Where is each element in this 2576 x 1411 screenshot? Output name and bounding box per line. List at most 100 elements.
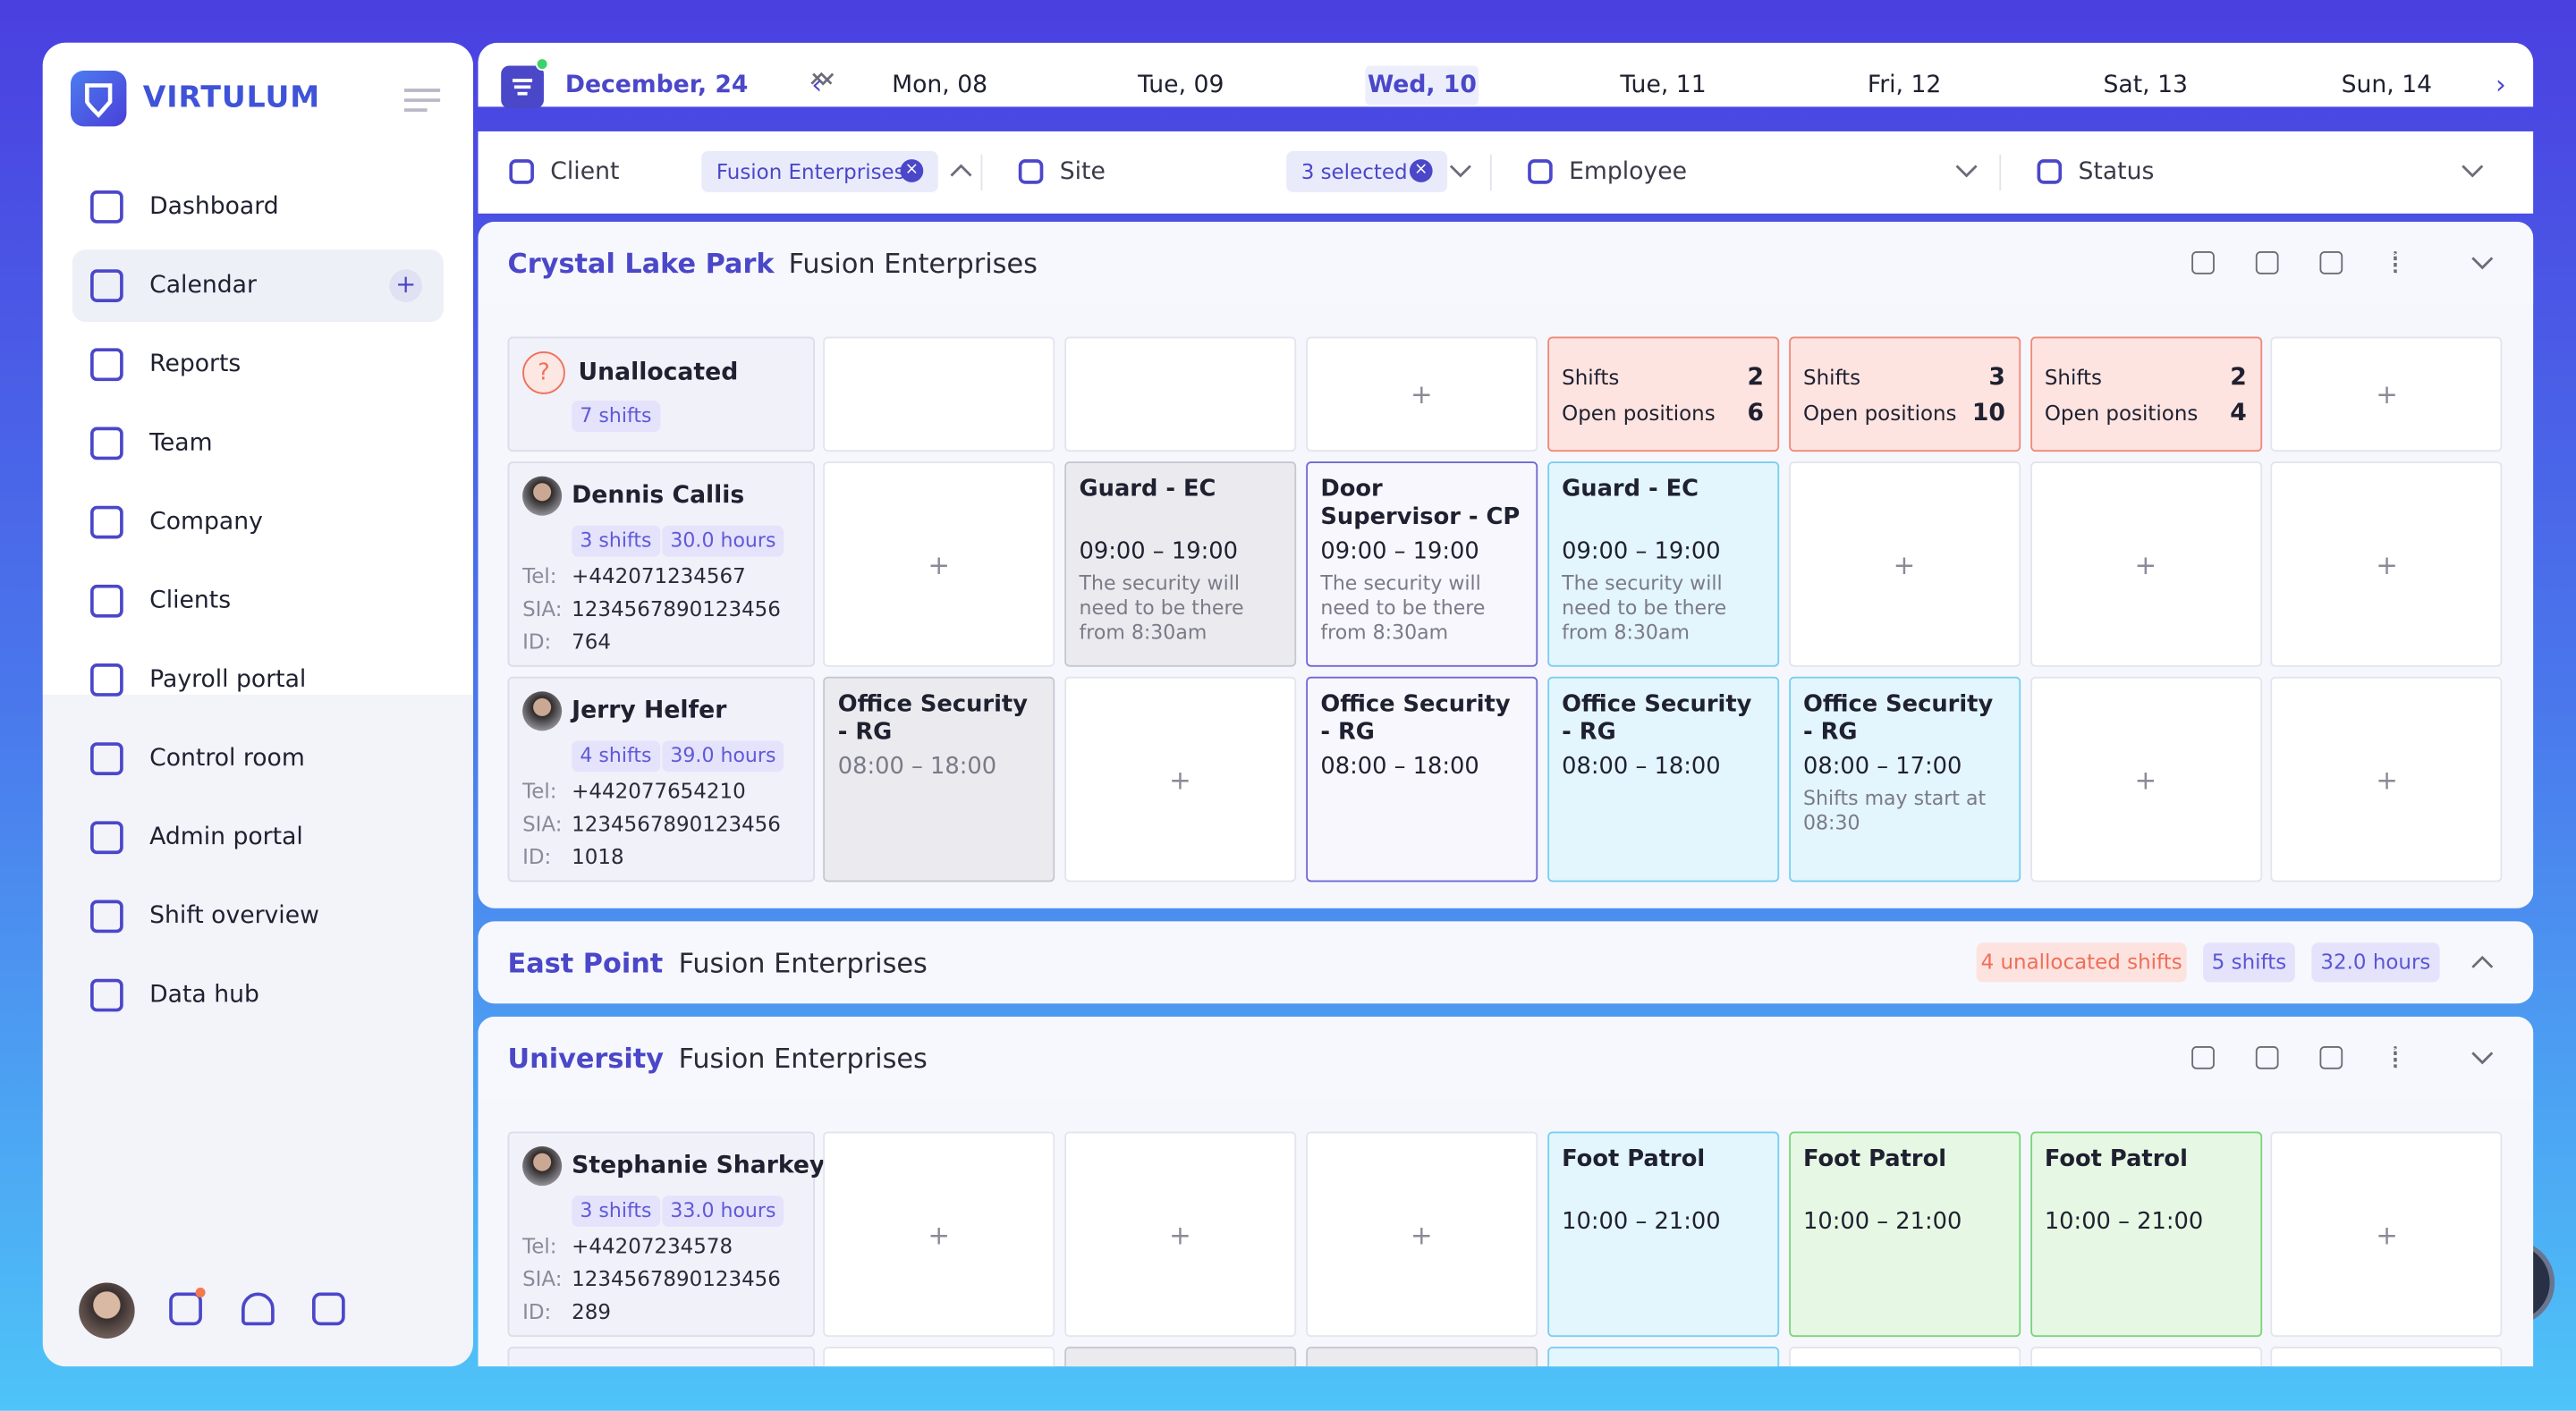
nav-item[interactable]: Company [149, 509, 263, 536]
day-cell[interactable]: + [2271, 336, 2504, 452]
filter-chip[interactable]: Fusion Enterprises × [701, 150, 938, 192]
chevron[interactable] [950, 163, 973, 179]
shift-card[interactable]: Office Security - RG 08:00 – 18:00 [1546, 676, 1779, 883]
next[interactable]: › [2496, 69, 2506, 101]
day-cell[interactable]: + [1305, 336, 1538, 452]
add-shift[interactable]: + [1169, 1218, 1191, 1250]
day-cell[interactable]: + [1064, 1131, 1296, 1338]
shift-card[interactable]: Door Supervisor - CP 09:00 – 19:00 The sec… [1305, 461, 1538, 667]
day-cell[interactable] [2271, 1347, 2504, 1367]
sia-value: 1234567890123456 [572, 811, 781, 836]
add-shift[interactable]: + [1169, 764, 1191, 795]
chevron[interactable] [2470, 1050, 2494, 1066]
day-label[interactable]: Sat, 13 [2103, 72, 2189, 99]
summary-cell[interactable]: Shifts 2 Open positions 4 [2029, 336, 2262, 452]
chevron[interactable] [1955, 163, 1979, 179]
add-shift[interactable]: + [2376, 378, 2398, 410]
add-shift[interactable]: + [2376, 548, 2398, 580]
day-cell[interactable] [1788, 1347, 2021, 1367]
nav-item[interactable]: Calendar [149, 272, 257, 300]
nav-item[interactable]: Data hub [149, 982, 259, 1009]
sia-value: 1234567890123456 [572, 1266, 781, 1291]
employee-name[interactable]: Jerry Helfer [572, 697, 727, 725]
nav-add[interactable]: + [389, 269, 423, 302]
shift-card[interactable]: Foot Patrol 10:00 – 21:00 [1546, 1131, 1779, 1338]
day-cell[interactable] [1064, 1347, 1296, 1367]
day-cell[interactable]: + [823, 461, 1055, 667]
menu-toggle[interactable] [403, 87, 441, 113]
add-shift[interactable]: + [2134, 548, 2157, 580]
employee-name[interactable]: Dennis Callis [572, 483, 745, 510]
day-cell[interactable]: + [2029, 461, 2262, 667]
summary-cell[interactable]: Shifts 2 Open positions 6 [1546, 336, 1779, 452]
day-cell[interactable]: + [2271, 1131, 2504, 1338]
shift-card[interactable]: Office Security - RG 08:00 – 17:00 Shifts … [1788, 676, 2021, 883]
chevron[interactable] [2470, 954, 2494, 970]
chip-remove[interactable]: × [900, 159, 924, 182]
day-cell[interactable] [823, 1347, 1055, 1367]
filter-label: Client [550, 159, 620, 186]
shift-card[interactable]: Office Security - RG 08:00 – 18:00 [823, 676, 1055, 883]
prev[interactable]: ‹ [811, 69, 823, 101]
shift-count: 3 shifts [572, 1196, 660, 1228]
day-label[interactable]: Wed, 10 [1367, 72, 1477, 99]
add-shift[interactable]: + [928, 1218, 951, 1250]
day-cell[interactable] [1305, 1347, 1538, 1367]
day-cell[interactable]: + [2271, 461, 2504, 667]
day-cell[interactable]: + [2271, 676, 2504, 883]
month-picker[interactable]: December, 24 [564, 72, 749, 99]
shift-card[interactable]: Guard - EC 09:00 – 19:00 The security will… [1546, 461, 1779, 667]
day-label[interactable]: Mon, 08 [892, 72, 988, 99]
add-shift[interactable]: + [1411, 378, 1433, 410]
day-cell[interactable]: + [823, 1131, 1055, 1338]
add-shift[interactable]: + [2376, 1218, 2398, 1250]
employee-name[interactable]: Stephanie Sharkey [572, 1153, 826, 1179]
add-action [2255, 251, 2279, 275]
shift-card[interactable]: Guard - EC 09:00 – 19:00 The security will… [1064, 461, 1296, 667]
day-cell[interactable]: + [1788, 461, 2021, 667]
row-head: ? Unallocated 7 shifts [507, 336, 816, 452]
day-cell[interactable]: + [2029, 676, 2262, 883]
nav-item[interactable]: Control room [149, 745, 305, 773]
nav-item[interactable]: Admin portal [149, 824, 303, 851]
day-label[interactable]: Tue, 11 [1620, 72, 1707, 99]
shift-card[interactable]: Office Security - RG 08:00 – 18:00 [1305, 676, 1538, 883]
day-cell[interactable]: + [1064, 676, 1296, 883]
shift-card[interactable]: Foot Patrol 10:00 – 21:00 [2029, 1131, 2262, 1338]
chevron[interactable] [2461, 163, 2484, 179]
nav-item[interactable]: Shift overview [149, 903, 319, 930]
day-cell[interactable]: + [1305, 1131, 1538, 1338]
add-shift[interactable]: + [1411, 1218, 1433, 1250]
site-name[interactable]: University [507, 1043, 665, 1075]
day-cell[interactable] [2029, 1347, 2262, 1367]
filter-chip[interactable]: 3 selected × [1286, 150, 1448, 192]
shift-time: 10:00 – 21:00 [1802, 1208, 1962, 1236]
chevron[interactable] [2470, 255, 2494, 271]
row-head: Stephanie Sharkey 3 shifts 33.0 hours Tel: +… [507, 1131, 825, 1338]
add-shift[interactable]: + [2376, 764, 2398, 795]
nav-item[interactable]: Reports [149, 351, 242, 378]
nav-item[interactable]: Payroll portal [149, 666, 307, 694]
site-name[interactable]: East Point [507, 947, 664, 979]
add-shift[interactable]: + [928, 548, 951, 580]
chevron[interactable] [1449, 163, 1472, 179]
nav-icon [90, 427, 123, 460]
chevron[interactable] [810, 71, 834, 87]
day-label[interactable]: Fri, 12 [1867, 72, 1942, 99]
add-shift[interactable]: + [2134, 764, 2157, 795]
date-menu[interactable] [501, 65, 544, 109]
shift-card[interactable]: Foot Patrol 10:00 – 21:00 [1788, 1131, 2021, 1338]
day-label[interactable]: Tue, 09 [1138, 72, 1224, 99]
nav-item[interactable]: Clients [149, 587, 232, 614]
chip-remove[interactable]: × [1409, 159, 1433, 182]
site-name[interactable]: Crystal Lake Park [507, 248, 775, 280]
tel-value: +442077654210 [572, 778, 746, 804]
add-shift[interactable]: + [1893, 548, 1916, 580]
summary-cell[interactable]: Shifts 3 Open positions 10 [1788, 336, 2021, 452]
day-cell[interactable] [1064, 336, 1296, 452]
nav-item[interactable]: Dashboard [149, 193, 279, 221]
nav-item[interactable]: Team [149, 430, 213, 457]
day-cell[interactable] [1546, 1347, 1779, 1367]
day-cell[interactable] [823, 336, 1055, 452]
day-label[interactable]: Sun, 14 [2341, 72, 2433, 99]
